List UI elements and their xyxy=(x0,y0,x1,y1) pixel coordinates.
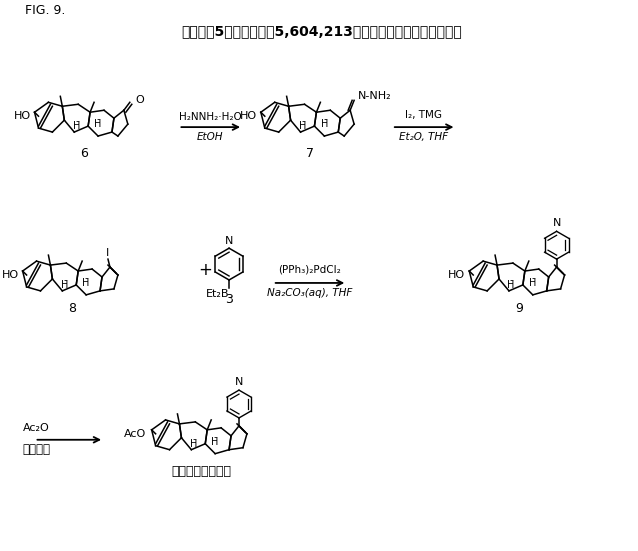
Text: HO: HO xyxy=(448,270,465,280)
Text: ピリジン: ピリジン xyxy=(22,443,50,456)
Text: H₂NNH₂·H₂O: H₂NNH₂·H₂O xyxy=(179,112,242,122)
Text: HO: HO xyxy=(240,111,257,121)
Text: N: N xyxy=(235,377,243,387)
Text: HO: HO xyxy=(13,111,31,121)
Text: EtOH: EtOH xyxy=(197,132,223,142)
Text: +: + xyxy=(198,261,212,279)
Text: H̄: H̄ xyxy=(321,119,328,129)
Text: N-NH₂: N-NH₂ xyxy=(358,91,392,101)
Text: O: O xyxy=(136,95,145,105)
Text: 8: 8 xyxy=(68,302,77,315)
Text: H̄: H̄ xyxy=(189,439,197,449)
Text: スキーム5：米国特許第5,604,213号明細書に示される合成経路: スキーム5：米国特許第5,604,213号明細書に示される合成経路 xyxy=(181,24,462,38)
Text: AcO: AcO xyxy=(123,429,145,439)
Text: H̄: H̄ xyxy=(507,280,515,290)
Text: H̄: H̄ xyxy=(82,278,90,288)
Text: Et₂O, THF: Et₂O, THF xyxy=(399,132,448,142)
Text: HO: HO xyxy=(1,270,19,280)
Text: 7: 7 xyxy=(306,148,315,160)
Text: Ac₂O: Ac₂O xyxy=(22,423,49,433)
Text: H̄: H̄ xyxy=(211,437,219,447)
Text: 9: 9 xyxy=(515,302,523,315)
Text: 酢酸アビラテロン: 酢酸アビラテロン xyxy=(171,465,232,478)
Text: 6: 6 xyxy=(80,148,88,160)
Text: H̄: H̄ xyxy=(529,278,537,288)
Text: H̄: H̄ xyxy=(94,119,101,129)
Text: FIG. 9.: FIG. 9. xyxy=(25,4,65,18)
Text: (PPh₃)₂PdCl₂: (PPh₃)₂PdCl₂ xyxy=(278,264,341,274)
Text: I: I xyxy=(107,248,110,258)
Text: N: N xyxy=(553,218,561,228)
Text: 3: 3 xyxy=(225,293,233,306)
Text: H̄: H̄ xyxy=(73,121,80,131)
Text: Na₂CO₃(aq), THF: Na₂CO₃(aq), THF xyxy=(267,288,352,298)
Text: H̄: H̄ xyxy=(61,280,68,290)
Text: Et₂B: Et₂B xyxy=(205,289,229,299)
Text: H̄: H̄ xyxy=(299,121,306,131)
Text: N: N xyxy=(225,236,234,246)
Text: I₂, TMG: I₂, TMG xyxy=(405,110,442,120)
